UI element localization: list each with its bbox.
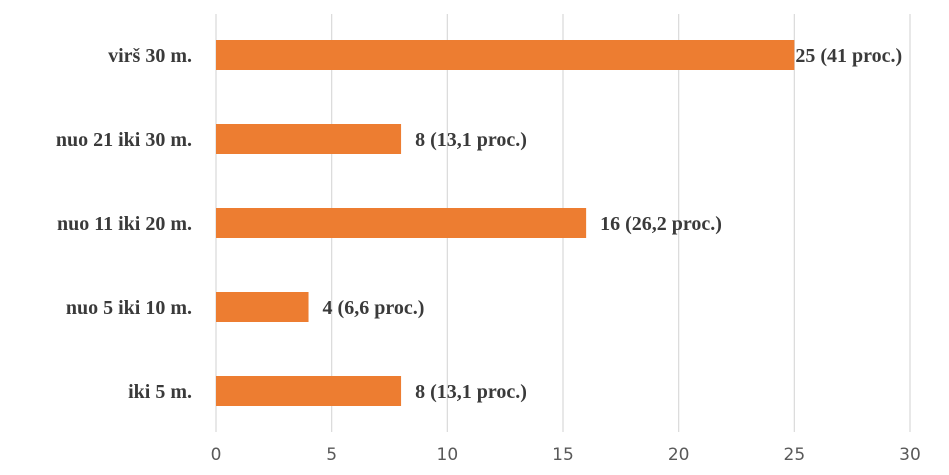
category-label: virš 30 m. — [108, 45, 192, 67]
category-labels: virš 30 m. nuo 21 iki 30 m. nuo 11 iki 20 … — [56, 45, 192, 403]
bar — [216, 292, 309, 322]
x-tick-label: 10 — [437, 445, 459, 465]
x-tick-label: 20 — [668, 445, 690, 465]
data-labels: 25 (41 proc.) 8 (13,1 proc.) 16 (26,2 proc… — [323, 45, 903, 403]
x-tick-label: 25 — [784, 445, 806, 465]
x-tick-label: 5 — [326, 445, 337, 465]
bar — [216, 376, 402, 406]
x-tick-label: 15 — [552, 445, 574, 465]
x-tick-label: 0 — [211, 445, 222, 465]
bar — [216, 208, 587, 238]
data-label: 25 (41 proc.) — [795, 45, 902, 67]
data-label: 4 (6,6 proc.) — [323, 297, 425, 319]
bar — [216, 40, 795, 70]
category-label: nuo 5 iki 10 m. — [66, 297, 192, 319]
category-label: nuo 11 iki 20 m. — [57, 213, 192, 235]
x-axis-tick-labels: 0 5 10 15 20 25 30 — [211, 445, 921, 465]
data-label: 8 (13,1 proc.) — [415, 129, 527, 151]
bars — [216, 40, 795, 406]
category-label: iki 5 m. — [128, 381, 192, 403]
data-label: 16 (26,2 proc.) — [600, 213, 722, 235]
category-label: nuo 21 iki 30 m. — [56, 129, 192, 151]
bar — [216, 124, 402, 154]
data-label: 8 (13,1 proc.) — [415, 381, 527, 403]
x-tick-label: 30 — [899, 445, 921, 465]
